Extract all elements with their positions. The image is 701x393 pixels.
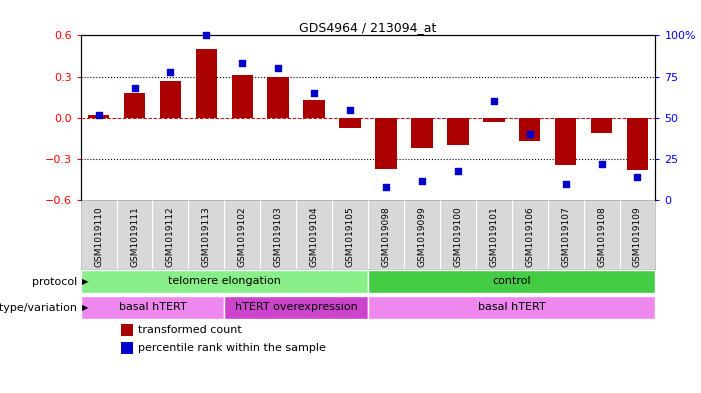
Bar: [88, 115, 109, 118]
Bar: [591, 118, 613, 133]
Text: GSM1019106: GSM1019106: [525, 206, 534, 267]
Bar: [483, 118, 505, 122]
Point: [344, 107, 355, 113]
Bar: [447, 118, 468, 145]
Bar: [411, 118, 433, 148]
Text: GSM1019105: GSM1019105: [346, 206, 355, 267]
Point: [524, 131, 536, 138]
Point: [129, 85, 140, 91]
Text: GSM1019104: GSM1019104: [310, 206, 319, 266]
Point: [488, 98, 499, 105]
Point: [632, 174, 643, 180]
Bar: [160, 81, 181, 118]
Point: [273, 65, 284, 72]
Bar: [196, 49, 217, 118]
Point: [416, 178, 428, 184]
Text: percentile rank within the sample: percentile rank within the sample: [138, 343, 326, 353]
Text: GSM1019101: GSM1019101: [489, 206, 498, 267]
Bar: [339, 118, 361, 127]
Bar: [368, 270, 655, 294]
Bar: [81, 296, 224, 319]
Text: GSM1019098: GSM1019098: [381, 206, 390, 267]
Bar: [224, 296, 368, 319]
Point: [237, 60, 248, 66]
Text: GSM1019103: GSM1019103: [273, 206, 283, 267]
Text: ▶: ▶: [82, 277, 88, 286]
Bar: [555, 118, 576, 165]
Bar: [519, 118, 540, 141]
Bar: [268, 77, 289, 118]
Text: GSM1019108: GSM1019108: [597, 206, 606, 267]
Point: [165, 68, 176, 75]
Text: hTERT overexpression: hTERT overexpression: [235, 302, 358, 312]
Text: GSM1019112: GSM1019112: [166, 206, 175, 266]
Point: [560, 181, 571, 187]
Text: ▶: ▶: [82, 303, 88, 312]
Text: GSM1019099: GSM1019099: [417, 206, 426, 267]
Text: control: control: [492, 276, 531, 286]
Text: GSM1019102: GSM1019102: [238, 206, 247, 266]
Bar: [121, 342, 133, 354]
Text: GSM1019110: GSM1019110: [94, 206, 103, 267]
Bar: [627, 118, 648, 170]
Text: basal hTERT: basal hTERT: [478, 302, 545, 312]
Point: [200, 32, 212, 39]
Text: genotype/variation: genotype/variation: [0, 303, 77, 312]
Point: [596, 161, 607, 167]
Title: GDS4964 / 213094_at: GDS4964 / 213094_at: [299, 21, 437, 34]
Point: [381, 184, 392, 190]
Point: [93, 112, 104, 118]
Text: transformed count: transformed count: [138, 325, 242, 335]
Text: GSM1019109: GSM1019109: [633, 206, 642, 267]
Text: protocol: protocol: [32, 277, 77, 287]
Bar: [375, 118, 397, 169]
Point: [452, 167, 463, 174]
Text: GSM1019111: GSM1019111: [130, 206, 139, 267]
Bar: [368, 296, 655, 319]
Bar: [124, 93, 145, 118]
Text: GSM1019100: GSM1019100: [454, 206, 463, 267]
Bar: [304, 100, 325, 118]
Text: GSM1019107: GSM1019107: [561, 206, 570, 267]
Bar: [121, 324, 133, 336]
Text: basal hTERT: basal hTERT: [118, 302, 186, 312]
Bar: [81, 270, 368, 294]
Text: GSM1019113: GSM1019113: [202, 206, 211, 267]
Point: [308, 90, 320, 96]
Text: telomere elongation: telomere elongation: [168, 276, 281, 286]
Bar: [231, 75, 253, 118]
